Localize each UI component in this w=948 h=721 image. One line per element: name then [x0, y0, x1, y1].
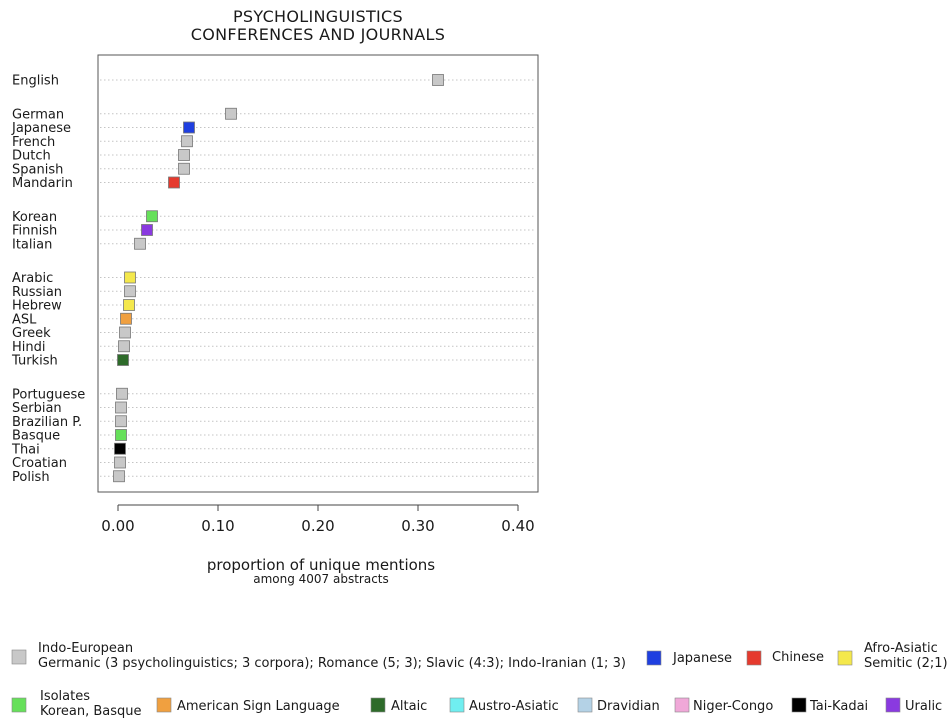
title-line: CONFERENCES AND JOURNALS — [191, 25, 445, 44]
title-line: PSYCHOLINGUISTICS — [233, 7, 403, 26]
data-point — [124, 285, 136, 298]
data-point — [134, 237, 146, 250]
legend-label: Chinese — [772, 650, 824, 665]
legend-label: Germanic (3 psycholinguistics; 3 corpora… — [38, 656, 626, 671]
language-label: Russian — [12, 285, 62, 300]
data-point — [120, 312, 132, 325]
language-label: Italian — [12, 237, 52, 252]
data-point — [146, 210, 158, 223]
language-label: Croatian — [12, 456, 67, 471]
legend-swatch — [449, 697, 465, 713]
legend-label: Indo-European — [38, 641, 133, 656]
legend-swatch — [674, 697, 690, 713]
data-point — [123, 299, 135, 311]
language-label: Japanese — [11, 121, 71, 136]
x-tick-label: 0.40 — [501, 517, 534, 535]
data-point — [115, 401, 127, 414]
legend-label: Altaic — [391, 699, 427, 714]
plot-frame — [97, 54, 539, 493]
x-axis-sublabel: among 4007 abstracts — [253, 572, 389, 586]
language-label: Hindi — [12, 340, 46, 355]
legend-swatch — [837, 650, 853, 666]
data-point — [115, 429, 127, 441]
language-label: Portuguese — [12, 387, 85, 402]
data-point — [183, 121, 195, 134]
data-point — [141, 224, 153, 236]
legend-label: Tai-Kadai — [809, 699, 868, 714]
legend-label: Korean, Basque — [40, 704, 142, 719]
guide-lines — [100, 79, 536, 477]
data-point — [124, 271, 136, 284]
data-point — [113, 470, 125, 483]
language-label: Greek — [12, 326, 51, 341]
data-point — [225, 107, 237, 120]
legend-label: American Sign Language — [177, 699, 340, 714]
legend-label: Japanese — [672, 651, 732, 666]
legend-swatch — [577, 697, 593, 713]
legend-swatch — [791, 697, 807, 713]
language-label: Polish — [12, 470, 50, 485]
language-label: French — [12, 135, 55, 150]
legend-swatch — [646, 650, 662, 666]
language-label: Dutch — [12, 149, 51, 164]
x-tick-label: 0.10 — [201, 517, 234, 535]
x-tick-label: 0.30 — [401, 517, 434, 535]
legend-swatch — [885, 697, 901, 713]
language-label: Thai — [11, 442, 40, 457]
data-point — [115, 415, 127, 428]
language-label: Basque — [12, 429, 60, 444]
language-label: Turkish — [11, 354, 58, 369]
legend-label: Isolates — [40, 689, 90, 704]
data-point — [178, 149, 190, 161]
language-label: Mandarin — [12, 176, 73, 191]
language-label: Spanish — [12, 162, 63, 177]
data-points — [113, 74, 444, 483]
language-label: Arabic — [12, 271, 53, 286]
legend-label: Semitic (2;1) — [864, 656, 948, 671]
data-point — [114, 442, 126, 455]
legend-swatch — [11, 649, 27, 665]
data-point — [116, 387, 128, 400]
data-point — [119, 326, 131, 339]
legend-label: Niger-Congo — [693, 699, 773, 714]
x-tick-label: 0.20 — [301, 517, 334, 535]
legend-label: Uralic — [905, 699, 942, 714]
data-point — [114, 456, 126, 469]
language-label: Korean — [12, 210, 57, 225]
language-label: ASL — [12, 312, 37, 327]
x-axis-label: proportion of unique mentions — [207, 556, 435, 574]
language-label: Finnish — [12, 224, 57, 239]
legend-swatch — [746, 650, 762, 666]
language-label: Serbian — [12, 401, 62, 416]
legend-swatch — [11, 697, 27, 713]
data-point — [178, 162, 190, 175]
legend-label: Austro-Asiatic — [469, 699, 559, 714]
language-label: Hebrew — [12, 299, 62, 314]
legend-swatch — [370, 697, 386, 713]
language-label: German — [12, 107, 64, 122]
data-point — [118, 340, 130, 353]
legend-label: Dravidian — [597, 699, 660, 714]
x-axis: 0.00 0.10 0.20 0.30 0.40 — [101, 504, 535, 535]
x-tick-label: 0.00 — [101, 517, 134, 535]
data-point — [117, 354, 129, 366]
language-label: Brazilian P. — [12, 415, 82, 430]
legend-swatch — [156, 697, 172, 713]
data-point — [168, 176, 180, 189]
legend-label: Afro-Asiatic — [864, 641, 938, 656]
data-point — [181, 135, 193, 148]
data-point — [432, 74, 444, 86]
language-labels: English GermanJapaneseFrenchDutchSpanishM… — [11, 74, 85, 485]
language-label: English — [12, 74, 59, 89]
